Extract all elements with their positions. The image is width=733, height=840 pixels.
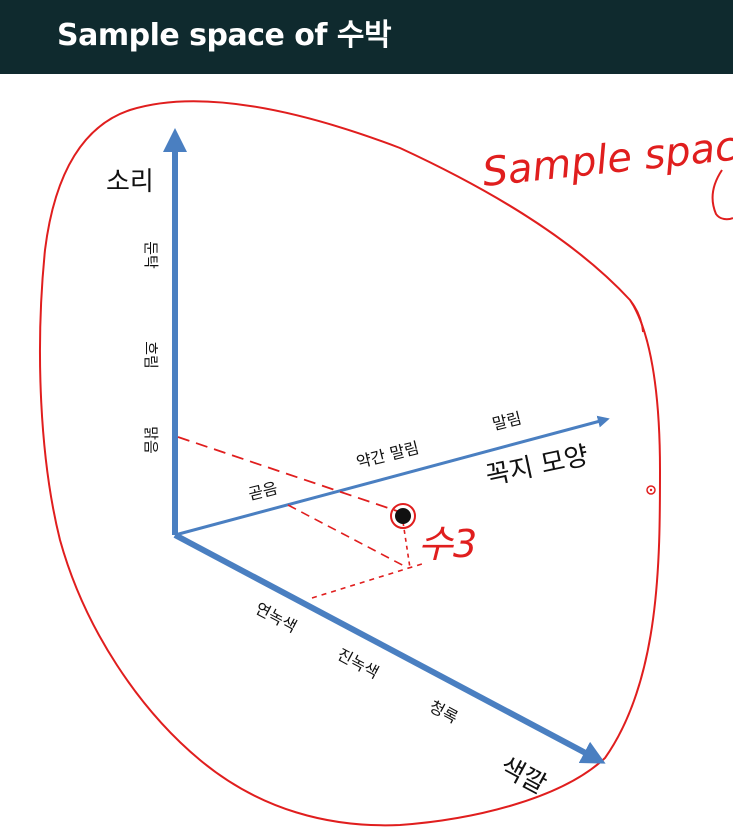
slide-header: Sample space of 수박 bbox=[0, 0, 733, 74]
color-axis bbox=[173, 532, 606, 764]
sound-axis-title: 소리 bbox=[106, 167, 154, 197]
stem-tick-label: 말림 bbox=[490, 408, 523, 434]
sample-space-annotation: Sample space bbox=[480, 121, 733, 196]
slide-canvas: 소리 꼭지 모양 색깔 맑음 흐림 둔탁 곧음 약간 말림 말림 연녹색 진녹색… bbox=[0, 74, 733, 836]
color-tick-label: 청록 bbox=[426, 697, 461, 728]
projection-line-sound bbox=[177, 436, 401, 513]
sample-space-diagram: 소리 꼭지 모양 색깔 맑음 흐림 둔탁 곧음 약간 말림 말림 연녹색 진녹색… bbox=[39, 100, 733, 827]
sound-tick-label: 맑음 bbox=[142, 426, 160, 454]
sample-space-boundary bbox=[39, 100, 662, 827]
projection-line-color bbox=[311, 562, 426, 599]
slide-title: Sample space of 수박 bbox=[57, 18, 392, 53]
color-tick-label: 연녹색 bbox=[252, 599, 300, 637]
stem-tick-label: 곧음 bbox=[246, 478, 279, 504]
annotation-stroke bbox=[711, 169, 733, 221]
sample-point-ring bbox=[390, 503, 416, 529]
sample-point bbox=[395, 508, 411, 524]
projection-line-stem bbox=[287, 504, 409, 569]
stem-tick-label: 약간 말림 bbox=[354, 438, 421, 472]
pointer-dot bbox=[646, 485, 656, 495]
color-axis-title: 색깔 bbox=[495, 752, 551, 801]
sound-tick-label: 둔탁 bbox=[142, 241, 160, 269]
pointer-dot-center bbox=[649, 488, 653, 492]
color-tick-label: 진녹색 bbox=[334, 645, 382, 683]
boundary-tail bbox=[629, 299, 644, 333]
sound-tick-label: 흐림 bbox=[142, 341, 160, 369]
stem-axis bbox=[174, 415, 610, 537]
point-annotation: 수3 bbox=[418, 522, 477, 566]
